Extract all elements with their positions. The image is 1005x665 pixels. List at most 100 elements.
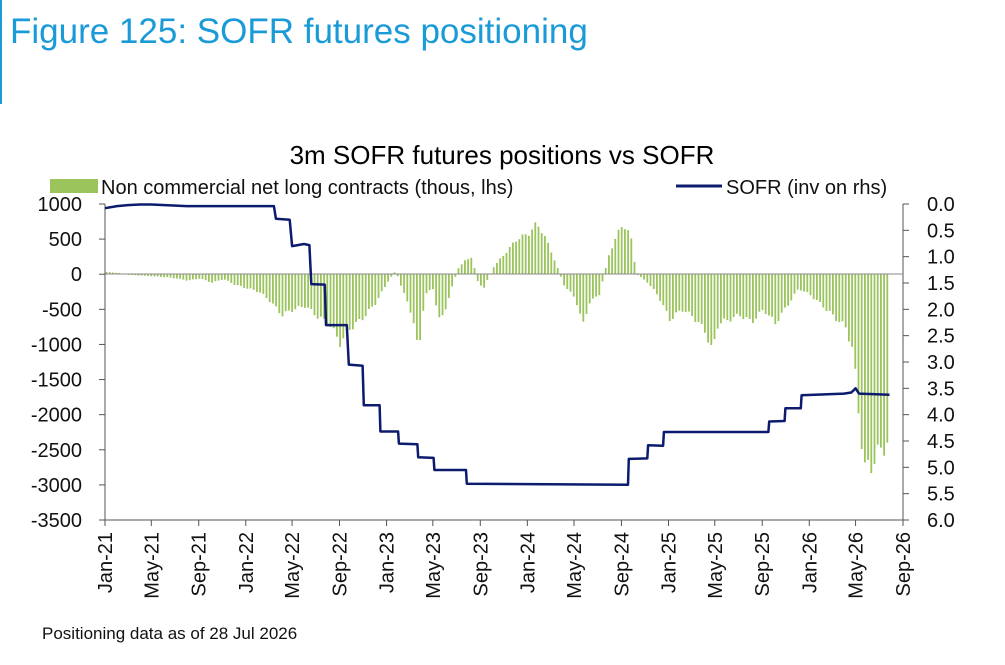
bar [131, 274, 133, 275]
bar [828, 274, 831, 311]
bar [819, 274, 821, 302]
bar [368, 274, 370, 309]
x-tick-label: May-25 [705, 532, 727, 599]
bar [592, 274, 594, 299]
bar [662, 274, 665, 306]
bar [496, 263, 498, 275]
bar [416, 274, 418, 340]
bar [752, 274, 754, 323]
bar [140, 274, 143, 276]
bar [710, 274, 713, 345]
bar [780, 274, 783, 313]
bar [348, 274, 351, 330]
right-tick-label: 2.0 [927, 299, 955, 321]
bar [838, 274, 841, 323]
bar [755, 274, 757, 319]
right-tick-label: 0.0 [927, 194, 955, 216]
x-tick-label: Jan-24 [517, 532, 539, 593]
bar [611, 248, 613, 275]
bar [832, 274, 834, 315]
bar [355, 274, 357, 322]
bar [796, 274, 799, 290]
right-tick-label: 6.0 [927, 510, 955, 532]
bar [163, 274, 165, 278]
bar [128, 274, 130, 275]
bar [345, 274, 348, 328]
bar [675, 274, 677, 313]
bar [278, 274, 281, 314]
bar [809, 274, 812, 296]
legend-line-label: SOFR (inv on rhs) [726, 177, 887, 199]
sofr-line [104, 203, 890, 486]
bar [748, 274, 751, 319]
left-tick-label: -500 [42, 299, 82, 321]
bar [380, 274, 383, 292]
bar [476, 274, 479, 282]
accent-bar [0, 0, 2, 104]
bar [540, 233, 543, 275]
bar [412, 274, 415, 324]
left-axis-ticks: 1000 500 0 -500 -1000 -1500 -2000 -2500 -3000 -35… [31, 194, 105, 532]
left-tick-label: 500 [49, 229, 82, 251]
bar [230, 274, 233, 283]
bar [604, 268, 607, 275]
bar [668, 274, 671, 322]
bar [272, 274, 274, 304]
bar [646, 274, 649, 283]
bar [137, 274, 140, 276]
x-tick-label: May-23 [423, 532, 445, 599]
bar [374, 274, 377, 305]
bar [547, 242, 549, 275]
left-tick-label: -3500 [31, 510, 82, 532]
bar [848, 274, 850, 342]
bar [736, 274, 738, 314]
bar [387, 274, 389, 282]
bar [227, 274, 229, 281]
bar [265, 274, 268, 299]
x-tick-label: Sep-26 [893, 532, 915, 597]
bar [438, 274, 441, 318]
bar [512, 242, 514, 275]
bar [553, 260, 556, 275]
bar [313, 274, 316, 316]
bar [428, 274, 431, 290]
bar [528, 235, 530, 275]
bar [518, 239, 521, 275]
bar [864, 274, 866, 463]
bar [688, 274, 690, 312]
right-tick-label: 5.5 [927, 484, 955, 506]
bar [569, 274, 572, 292]
bar [691, 274, 693, 317]
bar [572, 274, 575, 297]
bar [515, 241, 517, 275]
bar [537, 226, 540, 275]
bar [835, 274, 837, 322]
bar [873, 274, 876, 464]
x-tick-label: May-21 [141, 532, 163, 599]
bar [176, 274, 178, 279]
x-tick-label: Sep-25 [752, 532, 774, 597]
bar [310, 274, 313, 309]
bar [422, 274, 425, 311]
bar [860, 274, 863, 449]
figure-title: Figure 125: SOFR futures positioning [10, 12, 588, 51]
bar [249, 274, 252, 289]
bar [768, 274, 770, 316]
legend-bar-swatch [50, 179, 98, 193]
bar [224, 274, 226, 280]
bar [377, 274, 380, 299]
bar [153, 274, 156, 277]
bar [649, 274, 652, 287]
bar [825, 274, 828, 311]
right-tick-label: 1.0 [927, 247, 955, 269]
bar [524, 234, 527, 275]
bar [598, 274, 601, 296]
bar [192, 274, 194, 280]
bar [185, 274, 188, 281]
bar [534, 222, 537, 275]
bar [332, 274, 335, 329]
bar [432, 274, 434, 290]
bar [588, 274, 591, 304]
bar [720, 274, 722, 324]
bar [262, 274, 265, 294]
